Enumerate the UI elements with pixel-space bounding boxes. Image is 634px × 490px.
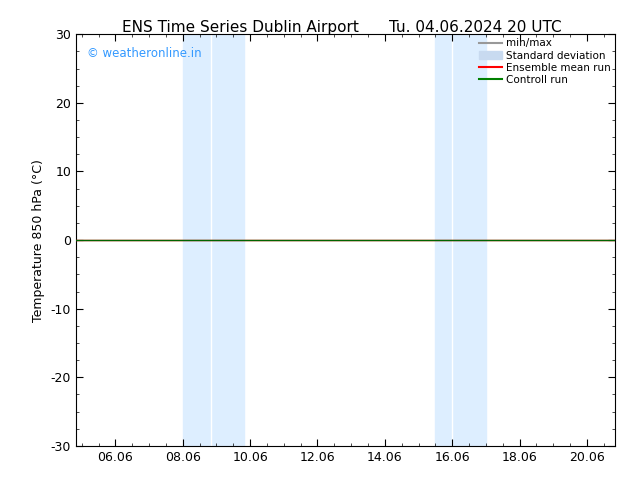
Y-axis label: Temperature 850 hPa (°C): Temperature 850 hPa (°C) — [32, 159, 45, 321]
Text: © weatheronline.in: © weatheronline.in — [87, 47, 202, 60]
Bar — [183, 34, 245, 446]
Bar — [436, 34, 486, 446]
Text: Tu. 04.06.2024 20 UTC: Tu. 04.06.2024 20 UTC — [389, 20, 562, 35]
Text: ENS Time Series Dublin Airport: ENS Time Series Dublin Airport — [122, 20, 359, 35]
Legend: min/max, Standard deviation, Ensemble mean run, Controll run: min/max, Standard deviation, Ensemble me… — [477, 36, 613, 87]
